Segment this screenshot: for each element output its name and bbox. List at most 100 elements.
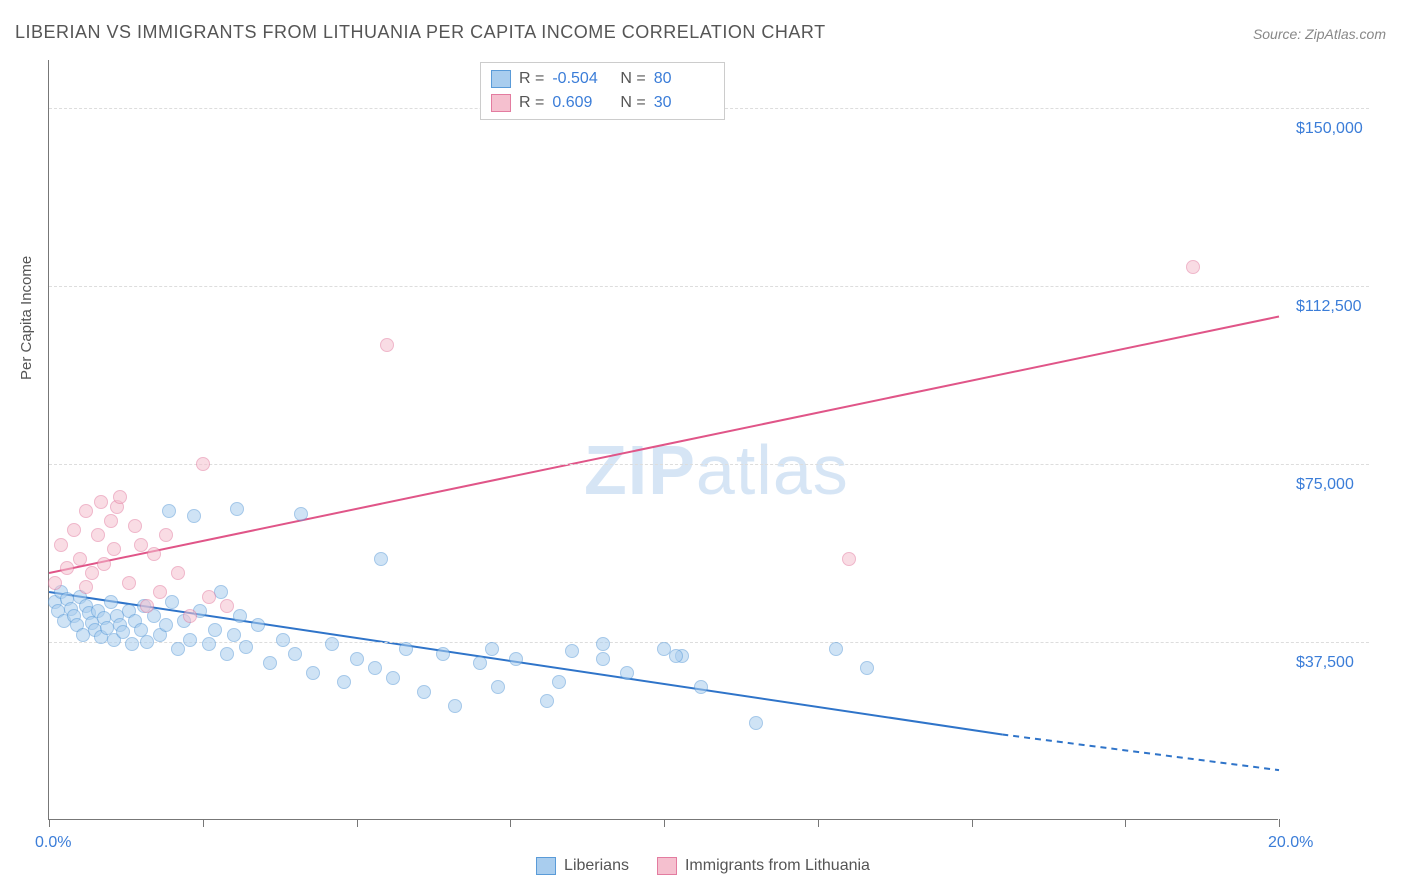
legend-label: Liberians bbox=[564, 857, 629, 875]
scatter-point bbox=[183, 633, 197, 647]
scatter-point bbox=[509, 652, 523, 666]
scatter-point bbox=[386, 671, 400, 685]
legend-label: Immigrants from Lithuania bbox=[685, 857, 870, 875]
scatter-point bbox=[159, 618, 173, 632]
scatter-point bbox=[1186, 260, 1200, 274]
legend-row: R =-0.504N =80 bbox=[491, 67, 714, 91]
scatter-point bbox=[134, 538, 148, 552]
scatter-point bbox=[842, 552, 856, 566]
scatter-point bbox=[73, 552, 87, 566]
scatter-point bbox=[749, 716, 763, 730]
r-label: R = bbox=[519, 67, 544, 91]
scatter-point bbox=[104, 595, 118, 609]
gridline bbox=[49, 464, 1369, 465]
legend-item: Liberians bbox=[536, 857, 629, 875]
trend-line-dashed bbox=[1002, 735, 1279, 771]
x-tick bbox=[1125, 819, 1126, 827]
scatter-point bbox=[620, 666, 634, 680]
legend-swatch bbox=[491, 94, 511, 112]
scatter-point bbox=[436, 647, 450, 661]
x-tick-label-min: 0.0% bbox=[35, 834, 71, 852]
x-tick-label-max: 20.0% bbox=[1268, 834, 1313, 852]
y-tick-label: $112,500 bbox=[1296, 298, 1362, 316]
x-tick bbox=[1279, 819, 1280, 827]
scatter-point bbox=[202, 637, 216, 651]
scatter-point bbox=[48, 576, 62, 590]
scatter-point bbox=[251, 618, 265, 632]
legend-swatch bbox=[536, 857, 556, 875]
y-tick-label: $37,500 bbox=[1296, 654, 1354, 672]
scatter-point bbox=[171, 566, 185, 580]
correlation-legend: R =-0.504N =80R = 0.609 N = 30 bbox=[480, 62, 725, 120]
scatter-point bbox=[165, 595, 179, 609]
series-legend: Liberians Immigrants from Lithuania bbox=[0, 857, 1406, 880]
scatter-point bbox=[263, 656, 277, 670]
scatter-point bbox=[171, 642, 185, 656]
scatter-point bbox=[94, 495, 108, 509]
scatter-point bbox=[196, 457, 210, 471]
scatter-point bbox=[187, 509, 201, 523]
x-tick bbox=[357, 819, 358, 827]
scatter-point bbox=[159, 528, 173, 542]
scatter-point bbox=[54, 538, 68, 552]
scatter-point bbox=[85, 566, 99, 580]
scatter-point bbox=[140, 599, 154, 613]
scatter-point bbox=[552, 675, 566, 689]
trend-line bbox=[49, 317, 1279, 574]
scatter-point bbox=[325, 637, 339, 651]
n-value: 80 bbox=[654, 67, 714, 91]
scatter-point bbox=[448, 699, 462, 713]
scatter-point bbox=[485, 642, 499, 656]
scatter-point bbox=[294, 507, 308, 521]
scatter-point bbox=[97, 557, 111, 571]
scatter-point bbox=[374, 552, 388, 566]
chart-plot-area: ZIPatlas bbox=[48, 60, 1278, 820]
x-tick bbox=[49, 819, 50, 827]
scatter-point bbox=[214, 585, 228, 599]
scatter-point bbox=[107, 542, 121, 556]
scatter-point bbox=[125, 637, 139, 651]
scatter-point bbox=[337, 675, 351, 689]
y-axis-label: Per Capita Income bbox=[18, 256, 35, 380]
scatter-point bbox=[380, 338, 394, 352]
scatter-point bbox=[79, 580, 93, 594]
scatter-point bbox=[596, 637, 610, 651]
legend-item: Immigrants from Lithuania bbox=[657, 857, 870, 875]
scatter-point bbox=[183, 609, 197, 623]
scatter-point bbox=[350, 652, 364, 666]
scatter-point bbox=[91, 528, 105, 542]
scatter-point bbox=[122, 576, 136, 590]
scatter-point bbox=[147, 547, 161, 561]
n-value: 30 bbox=[654, 91, 714, 115]
scatter-point bbox=[491, 680, 505, 694]
scatter-point bbox=[565, 644, 579, 658]
scatter-point bbox=[473, 656, 487, 670]
x-tick bbox=[203, 819, 204, 827]
scatter-point bbox=[669, 649, 683, 663]
x-tick bbox=[664, 819, 665, 827]
scatter-point bbox=[79, 504, 93, 518]
x-tick bbox=[818, 819, 819, 827]
scatter-point bbox=[230, 502, 244, 516]
legend-swatch bbox=[657, 857, 677, 875]
scatter-point bbox=[233, 609, 247, 623]
x-tick bbox=[510, 819, 511, 827]
gridline bbox=[49, 286, 1369, 287]
scatter-point bbox=[368, 661, 382, 675]
scatter-point bbox=[829, 642, 843, 656]
source-label: Source: ZipAtlas.com bbox=[1253, 26, 1386, 42]
watermark: ZIPatlas bbox=[584, 430, 849, 510]
scatter-point bbox=[417, 685, 431, 699]
scatter-point bbox=[306, 666, 320, 680]
n-label: N = bbox=[620, 91, 645, 115]
legend-swatch bbox=[491, 70, 511, 88]
scatter-point bbox=[288, 647, 302, 661]
r-value: 0.609 bbox=[552, 91, 612, 115]
y-tick-label: $150,000 bbox=[1296, 120, 1363, 138]
scatter-point bbox=[540, 694, 554, 708]
scatter-point bbox=[208, 623, 222, 637]
legend-row: R = 0.609 N = 30 bbox=[491, 91, 714, 115]
r-label: R = bbox=[519, 91, 544, 115]
scatter-point bbox=[128, 519, 142, 533]
scatter-point bbox=[67, 523, 81, 537]
